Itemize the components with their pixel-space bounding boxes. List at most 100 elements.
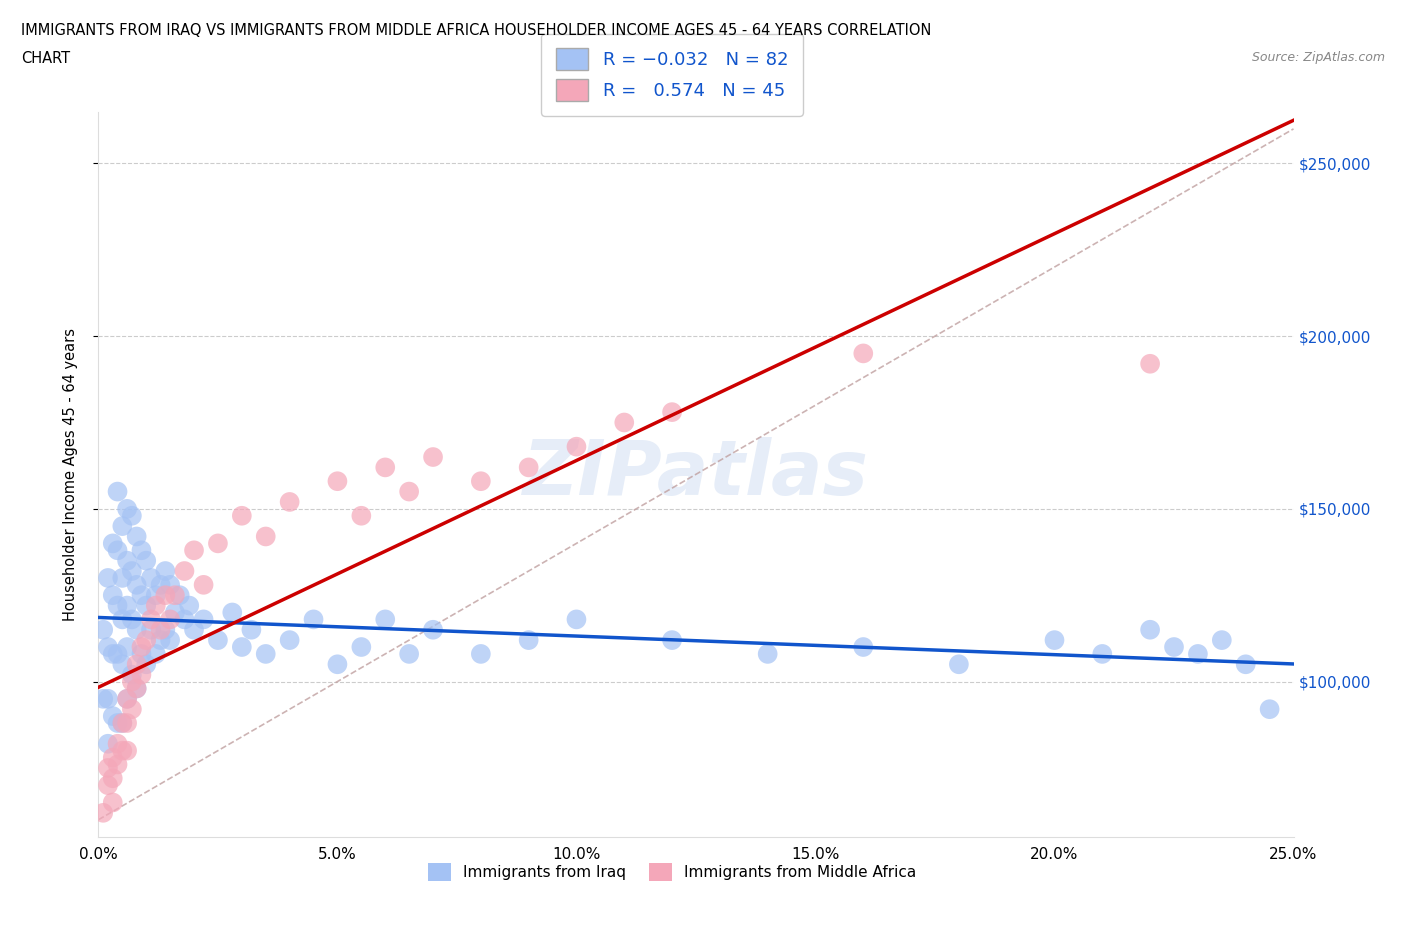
Point [326, 657, 349, 671]
Point [131, 543, 153, 558]
Point [756, 646, 779, 661]
Point [101, 646, 124, 661]
Text: ZIPatlas: ZIPatlas [523, 437, 869, 512]
Point [107, 737, 129, 751]
Point [149, 578, 172, 592]
Point [121, 564, 143, 578]
Point [131, 667, 153, 682]
Point [111, 519, 134, 534]
Point [115, 598, 138, 613]
Point [159, 612, 181, 627]
Point [517, 632, 540, 647]
Point [398, 485, 420, 499]
Point [1258, 702, 1281, 717]
Point [173, 564, 195, 578]
Point [207, 536, 229, 551]
Point [155, 622, 177, 637]
Point [1091, 646, 1114, 661]
Text: Source: ZipAtlas.com: Source: ZipAtlas.com [1251, 51, 1385, 64]
Point [374, 612, 396, 627]
Point [948, 657, 970, 671]
Point [565, 612, 588, 627]
Point [278, 495, 301, 510]
Point [121, 509, 143, 524]
Point [139, 622, 162, 637]
Point [183, 543, 205, 558]
Point [121, 702, 143, 717]
Point [111, 570, 134, 585]
Text: CHART: CHART [21, 51, 70, 66]
Point [139, 612, 162, 627]
Point [169, 588, 191, 603]
Point [131, 640, 153, 655]
Point [115, 715, 138, 730]
Point [155, 564, 177, 578]
Point [470, 473, 492, 488]
Point [613, 415, 636, 430]
Point [139, 570, 162, 585]
Point [91, 622, 114, 637]
Point [1163, 640, 1185, 655]
Y-axis label: Householder Income Ages 45 - 64 years: Householder Income Ages 45 - 64 years [63, 327, 77, 621]
Point [135, 657, 157, 671]
Point [517, 460, 540, 475]
Point [111, 715, 134, 730]
Point [125, 681, 148, 696]
Point [852, 640, 875, 655]
Point [163, 588, 186, 603]
Point [1139, 622, 1161, 637]
Point [121, 674, 143, 689]
Point [115, 553, 138, 568]
Point [302, 612, 325, 627]
Point [135, 632, 157, 647]
Point [350, 509, 373, 524]
Point [125, 578, 148, 592]
Point [107, 715, 129, 730]
Point [254, 646, 277, 661]
Point [97, 777, 120, 792]
Point [91, 691, 114, 706]
Point [101, 536, 124, 551]
Point [115, 691, 138, 706]
Point [125, 529, 148, 544]
Point [278, 632, 301, 647]
Point [661, 632, 683, 647]
Point [107, 757, 129, 772]
Point [135, 553, 157, 568]
Point [326, 473, 349, 488]
Point [183, 622, 205, 637]
Point [470, 646, 492, 661]
Point [159, 578, 181, 592]
Point [91, 805, 114, 820]
Point [207, 632, 229, 647]
Point [111, 657, 134, 671]
Point [221, 605, 243, 620]
Point [111, 612, 134, 627]
Point [422, 449, 444, 464]
Point [240, 622, 263, 637]
Point [107, 598, 129, 613]
Point [398, 646, 420, 661]
Point [149, 622, 172, 637]
Point [661, 405, 683, 419]
Point [101, 751, 124, 765]
Point [374, 460, 396, 475]
Point [145, 598, 167, 613]
Point [97, 640, 120, 655]
Point [107, 485, 129, 499]
Point [121, 667, 143, 682]
Point [350, 640, 373, 655]
Point [107, 543, 129, 558]
Point [565, 439, 588, 454]
Point [101, 588, 124, 603]
Point [101, 771, 124, 786]
Point [149, 632, 172, 647]
Point [125, 657, 148, 671]
Legend: Immigrants from Iraq, Immigrants from Middle Africa: Immigrants from Iraq, Immigrants from Mi… [422, 857, 922, 887]
Point [231, 640, 253, 655]
Point [179, 598, 201, 613]
Point [115, 501, 138, 516]
Point [125, 681, 148, 696]
Point [1211, 632, 1233, 647]
Point [145, 588, 167, 603]
